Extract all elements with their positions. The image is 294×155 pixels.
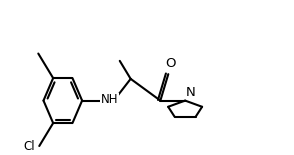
Text: NH: NH (101, 93, 118, 106)
Text: N: N (186, 86, 196, 99)
Text: O: O (165, 57, 176, 70)
Text: Cl: Cl (24, 140, 35, 153)
